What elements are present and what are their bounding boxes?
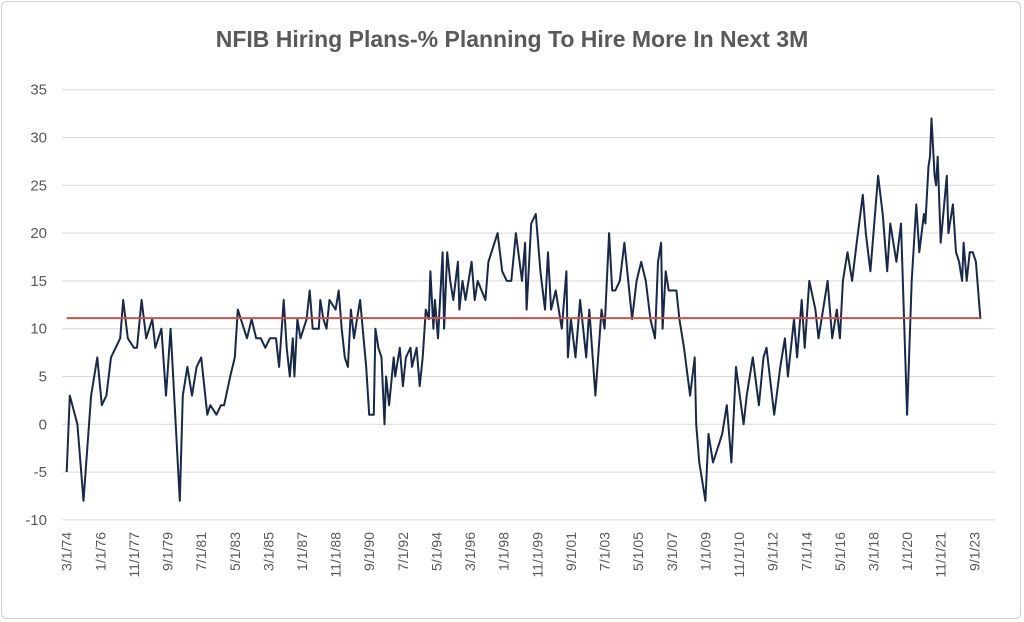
x-tick-label: 9/1/01 <box>563 532 579 571</box>
x-tick-label: 9/1/79 <box>160 532 176 571</box>
y-axis-ticks: 35 30 25 20 15 10 5 0 -5 -10 <box>25 82 47 529</box>
x-tick-label: 3/1/18 <box>865 532 881 571</box>
x-tick-label: 5/1/16 <box>832 532 848 571</box>
x-tick-label: 7/1/14 <box>798 532 814 571</box>
y-tick-label: 25 <box>30 177 47 194</box>
x-tick-label: 11/1/77 <box>126 532 142 578</box>
x-tick-label: 1/1/98 <box>496 532 512 571</box>
x-tick-label: 7/1/03 <box>597 532 613 571</box>
series-line <box>65 117 982 502</box>
x-tick-label: 11/1/21 <box>933 532 949 578</box>
x-tick-label: 7/1/92 <box>395 532 411 571</box>
y-tick-label: -5 <box>34 464 47 481</box>
x-tick-label: 1/1/09 <box>697 532 713 571</box>
y-tick-label: 35 <box>30 82 47 99</box>
y-tick-label: 20 <box>30 225 47 242</box>
x-tick-label: 5/1/05 <box>630 532 646 571</box>
x-tick-label: 7/1/81 <box>193 532 209 571</box>
x-tick-label: 5/1/94 <box>428 532 444 571</box>
y-tick-label: 0 <box>39 416 47 433</box>
x-tick-label: 3/1/85 <box>260 532 276 571</box>
y-tick-label: 5 <box>39 369 47 386</box>
y-tick-label: 10 <box>30 321 47 338</box>
x-tick-label: 3/1/96 <box>462 532 478 571</box>
x-tick-label: 1/1/76 <box>92 532 108 571</box>
x-axis-ticks: 3/1/74 1/1/76 11/1/77 9/1/79 7/1/81 5/1/83 3/1… <box>59 532 983 578</box>
x-tick-label: 1/1/87 <box>294 532 310 571</box>
x-tick-label: 3/1/07 <box>664 532 680 571</box>
x-tick-label: 11/1/99 <box>529 532 545 578</box>
y-tick-label: 15 <box>30 273 47 290</box>
y-tick-label: 30 <box>30 130 47 147</box>
x-tick-label: 9/1/12 <box>765 532 781 571</box>
x-tick-label: 11/1/10 <box>731 532 747 578</box>
y-tick-label: -10 <box>25 512 47 529</box>
x-tick-label: 9/1/23 <box>966 532 982 571</box>
x-tick-label: 11/1/88 <box>328 532 344 578</box>
x-tick-label: 1/1/20 <box>899 532 915 571</box>
gridlines <box>62 89 995 521</box>
x-tick-label: 9/1/90 <box>361 532 377 571</box>
chart-title: NFIB Hiring Plans-% Planning To Hire Mor… <box>215 26 809 52</box>
x-tick-label: 5/1/83 <box>227 532 243 571</box>
x-tick-label: 3/1/74 <box>59 532 75 571</box>
